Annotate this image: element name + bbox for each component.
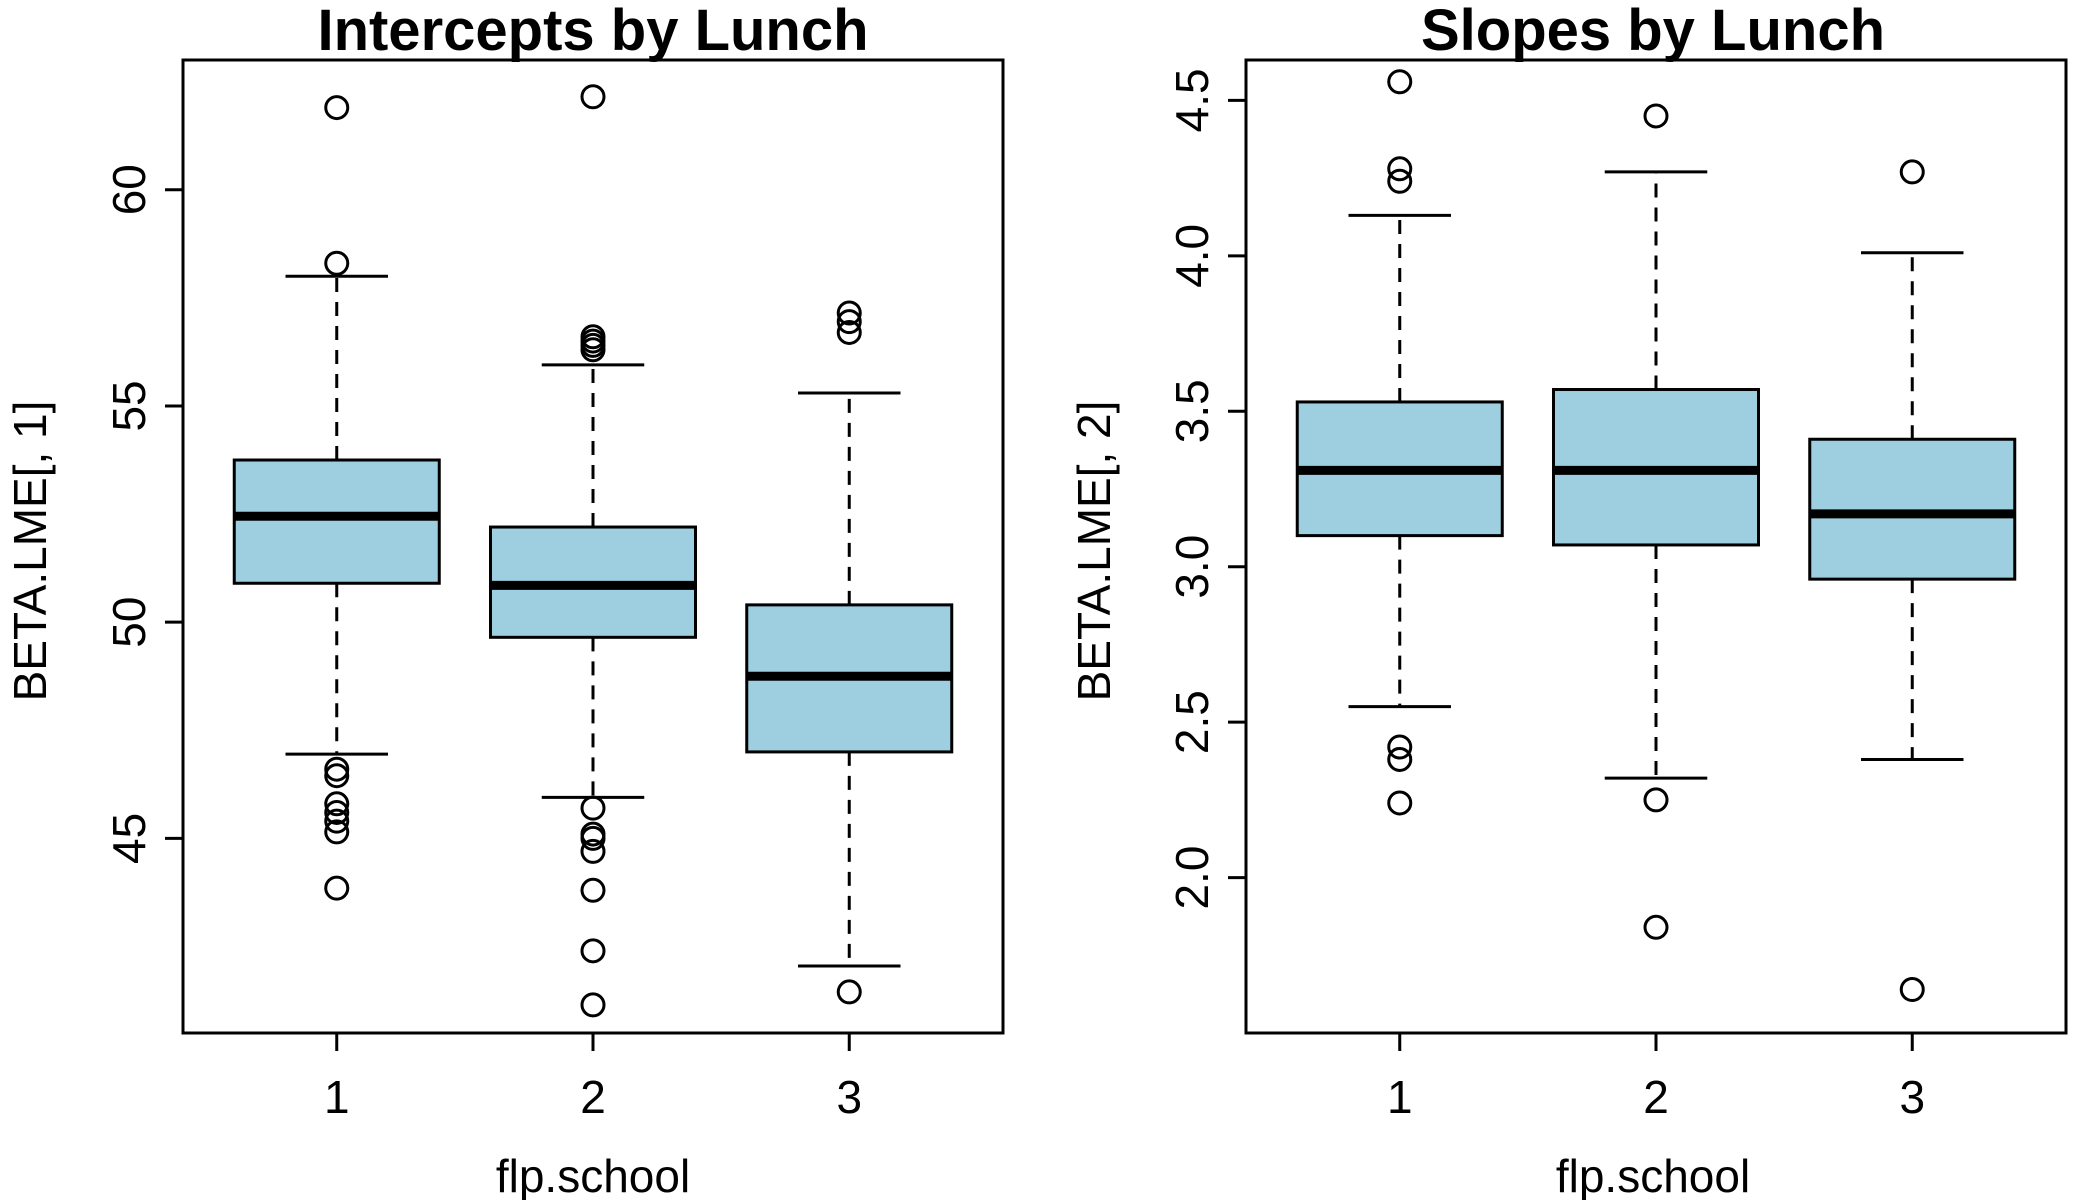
outlier-point	[1899, 159, 1925, 185]
outlier-point	[580, 825, 606, 851]
chart-title: Slopes by Lunch	[1421, 0, 1885, 63]
outlier-point	[324, 819, 350, 845]
outlier-point	[580, 838, 606, 864]
y-tick-label: 3.0	[1166, 535, 1218, 599]
chart-intercepts-by-lunch: Intercepts by Lunch flp.school BETA.LME[…	[4, 0, 1005, 1200]
outlier-point	[324, 791, 350, 817]
outlier-point	[1643, 103, 1669, 129]
x-tick-label: 2	[580, 1071, 606, 1123]
box-group-2	[489, 84, 697, 1018]
outlier-point	[324, 763, 350, 789]
outlier-point	[324, 756, 350, 782]
x-axis-label: flp.school	[1556, 1150, 1750, 1200]
x-tick-label: 2	[1643, 1071, 1669, 1123]
outlier-point	[1643, 914, 1669, 940]
outlier-point	[324, 808, 350, 834]
x-axis-label: flp.school	[496, 1150, 690, 1200]
outlier-point	[580, 337, 606, 363]
outlier-point	[1643, 787, 1669, 813]
outlier-point	[1387, 69, 1413, 95]
outlier-point	[580, 877, 606, 903]
outlier-point	[580, 938, 606, 964]
outlier-point	[1387, 168, 1413, 194]
y-tick-label: 60	[103, 164, 155, 215]
outlier-point	[1387, 746, 1413, 772]
outlier-point	[1899, 976, 1925, 1002]
y-axis-label: BETA.LME[, 2]	[1068, 401, 1120, 702]
outlier-point	[1387, 734, 1413, 760]
outlier-point	[1387, 156, 1413, 182]
x-tick-label: 3	[836, 1071, 862, 1123]
box-group-1	[232, 95, 441, 901]
chart-title: Intercepts by Lunch	[317, 0, 868, 63]
y-tick-label: 2.5	[1166, 690, 1218, 754]
box-group-2	[1552, 103, 1760, 940]
box-group-1	[1295, 69, 1504, 816]
outlier-point	[836, 300, 862, 326]
outlier-point	[324, 95, 350, 121]
box	[1808, 437, 2017, 581]
outlier-point	[1387, 790, 1413, 816]
y-tick-label: 45	[103, 813, 155, 864]
outlier-point	[580, 795, 606, 821]
outlier-point	[836, 979, 862, 1005]
x-tick-label: 1	[1387, 1071, 1413, 1123]
outlier-point	[324, 250, 350, 276]
outlier-point	[580, 992, 606, 1018]
box	[232, 458, 441, 585]
outlier-point	[580, 84, 606, 110]
outlier-point	[836, 319, 862, 345]
y-tick-label: 55	[103, 380, 155, 431]
outlier-point	[324, 799, 350, 825]
y-tick-label: 4.5	[1166, 68, 1218, 132]
x-tick-label: 1	[324, 1071, 350, 1123]
y-tick-label: 3.5	[1166, 379, 1218, 443]
box-group-3	[1808, 159, 2017, 1002]
y-tick-label: 2.0	[1166, 846, 1218, 910]
box-group-3	[745, 300, 954, 1005]
outlier-point	[324, 875, 350, 901]
chart-slopes-by-lunch: Slopes by Lunch flp.school BETA.LME[, 2]…	[1068, 0, 2068, 1200]
outlier-point	[836, 309, 862, 335]
x-tick-label: 3	[1899, 1071, 1925, 1123]
y-tick-label: 4.0	[1166, 224, 1218, 288]
y-axis-label: BETA.LME[, 1]	[4, 401, 56, 702]
y-tick-label: 50	[103, 597, 155, 648]
